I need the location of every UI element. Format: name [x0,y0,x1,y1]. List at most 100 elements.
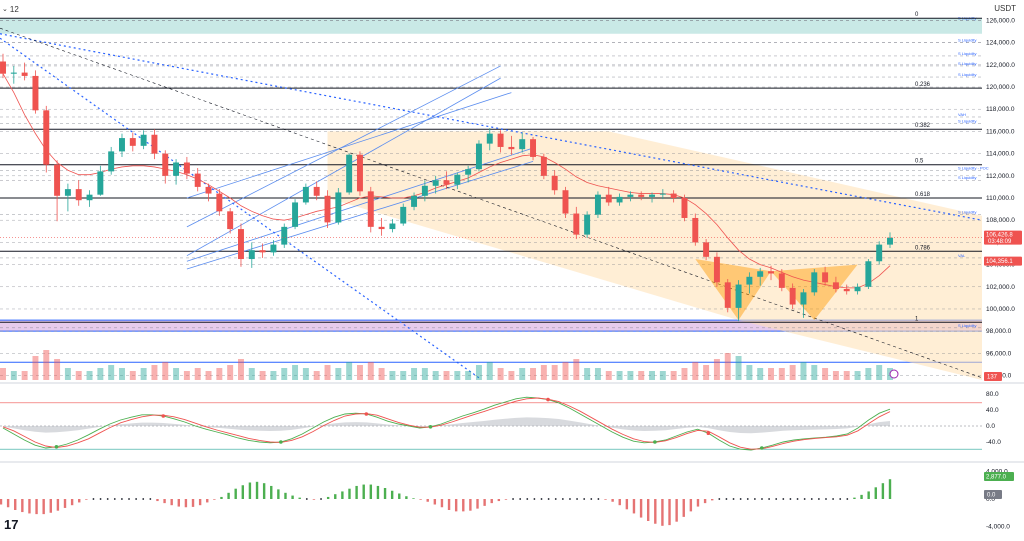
candle-body[interactable] [54,164,61,196]
candle-body[interactable] [389,223,396,230]
candle-body[interactable] [746,276,753,285]
interval-selector[interactable]: ⌄ 12 [2,3,19,15]
candle-body[interactable] [573,213,580,235]
candle-body[interactable] [151,134,158,154]
candle-body[interactable] [292,202,299,227]
candle-body[interactable] [64,189,71,196]
candle-body[interactable] [194,173,201,187]
histogram-bar [206,499,209,503]
candle-body[interactable] [10,72,17,74]
candle-body[interactable] [367,191,374,227]
candle-body[interactable] [119,138,125,152]
candle-body[interactable] [692,217,699,243]
candle-body[interactable] [465,169,472,175]
volume-bar [302,368,309,380]
candle-body[interactable] [108,151,115,172]
candle-body[interactable] [627,194,634,197]
candle-body[interactable] [887,237,893,245]
candle-body[interactable] [735,284,742,308]
crossover-dot [546,397,550,402]
candle-body[interactable] [356,154,363,192]
candle-body[interactable] [216,193,223,212]
histogram-bar [56,499,60,511]
candle-body[interactable] [75,189,82,201]
candle-body[interactable] [21,72,28,76]
candle-body[interactable] [205,186,212,194]
trend-channel-line [186,160,534,270]
candle-body[interactable] [757,271,764,277]
candle-body[interactable] [865,261,872,287]
candle-body[interactable] [162,153,169,176]
candle-body[interactable] [638,194,645,197]
candle-body[interactable] [129,138,136,146]
candle-body[interactable] [454,174,461,185]
candle-body[interactable] [713,256,720,283]
candle-body[interactable] [183,162,190,174]
volume-bar [768,368,774,380]
candle-body[interactable] [0,61,6,74]
histogram-bar [632,499,636,514]
candle-body[interactable] [876,244,883,262]
candle-body[interactable] [800,292,807,305]
alert-icon[interactable] [889,369,899,379]
candle-body[interactable] [270,244,277,253]
candle-body[interactable] [432,180,439,186]
candle-body[interactable] [649,194,655,197]
candle-body[interactable] [789,287,796,305]
candle-body[interactable] [173,162,180,176]
current-price-tag [984,230,1022,245]
currency-label[interactable]: USDT [994,4,1016,13]
candle-body[interactable] [811,272,818,293]
candle-body[interactable] [411,195,418,207]
candle-body[interactable] [97,171,104,195]
candle-body[interactable] [335,192,342,223]
candle-body[interactable] [832,282,839,289]
candle-body[interactable] [778,273,785,288]
candle-body[interactable] [259,250,266,253]
candle-body[interactable] [43,110,50,165]
candle-body[interactable] [843,289,850,292]
candle-body[interactable] [497,133,504,147]
candle-body[interactable] [313,186,320,196]
candle-body[interactable] [540,156,547,176]
candle-body[interactable] [86,194,93,201]
candle-body[interactable] [346,154,353,193]
candle-body[interactable] [670,193,677,198]
candle-body[interactable] [227,211,234,230]
candle-body[interactable] [605,194,612,203]
candle-body[interactable] [703,242,710,257]
candle-body[interactable] [822,272,829,283]
candle-body[interactable] [475,143,482,170]
candle-body[interactable] [443,180,450,185]
candle-body[interactable] [324,195,331,223]
candle-body[interactable] [281,226,288,245]
candle-body[interactable] [302,186,309,203]
tradingview-logo[interactable]: 17 [4,517,19,532]
histogram-bar [618,499,621,506]
candle-body[interactable] [724,282,731,308]
candle-body[interactable] [378,226,385,230]
candle-body[interactable] [421,185,428,196]
candle-body[interactable] [854,286,861,292]
candle-body[interactable] [519,139,526,150]
candle-body[interactable] [238,229,244,260]
candle-body[interactable] [140,134,147,146]
candle-body[interactable] [508,146,515,150]
candle-body[interactable] [768,271,774,274]
candle-body[interactable] [400,206,407,224]
candle-body[interactable] [681,198,688,218]
candle-body[interactable] [32,75,39,111]
histogram-zero-dot [561,498,564,500]
candle-body[interactable] [248,250,255,260]
candle-body[interactable] [486,133,493,144]
candle-body[interactable] [530,139,537,157]
candle-body[interactable] [584,214,591,235]
candle-body[interactable] [594,194,601,215]
candle-body[interactable] [562,190,569,214]
candle-body[interactable] [659,193,666,195]
liquidity-label: VAH [958,112,966,117]
candle-body[interactable] [616,196,623,203]
candle-body[interactable] [551,175,558,191]
